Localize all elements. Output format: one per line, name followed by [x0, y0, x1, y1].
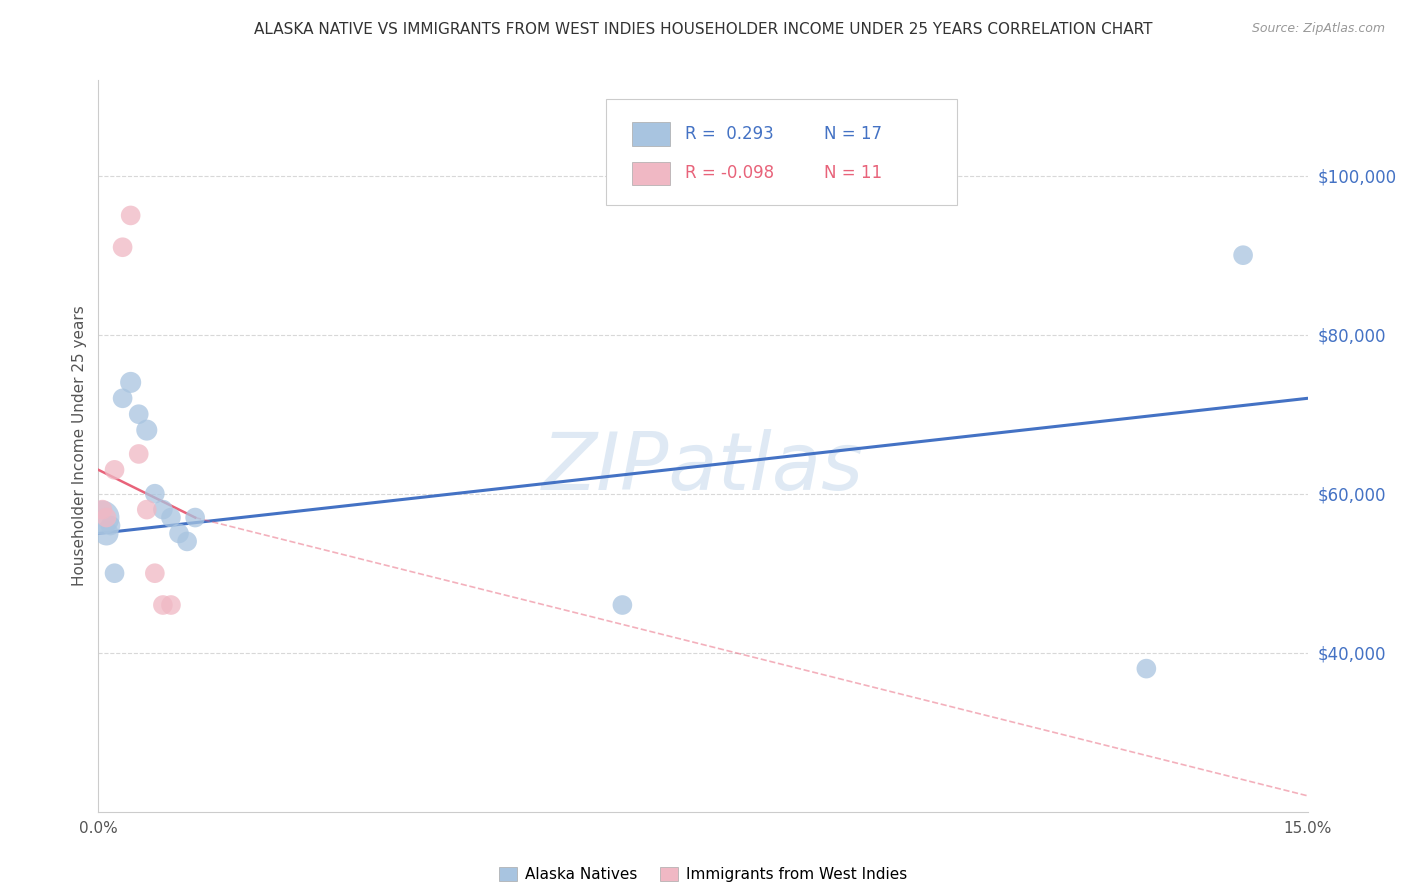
- Text: N = 11: N = 11: [824, 164, 882, 182]
- Point: [135, 502, 157, 516]
- Point: [176, 534, 198, 549]
- Legend: Alaska Natives, Immigrants from West Indies: Alaska Natives, Immigrants from West Ind…: [492, 861, 914, 888]
- Point: [111, 392, 134, 406]
- Point: [128, 447, 150, 461]
- Point: [96, 526, 118, 541]
- Point: [1135, 662, 1157, 676]
- FancyBboxPatch shape: [631, 161, 671, 185]
- Y-axis label: Householder Income Under 25 years: Householder Income Under 25 years: [72, 306, 87, 586]
- Text: ALASKA NATIVE VS IMMIGRANTS FROM WEST INDIES HOUSEHOLDER INCOME UNDER 25 YEARS C: ALASKA NATIVE VS IMMIGRANTS FROM WEST IN…: [253, 22, 1153, 37]
- Point: [120, 376, 142, 390]
- Point: [143, 566, 166, 581]
- Point: [612, 598, 634, 612]
- Text: R = -0.098: R = -0.098: [685, 164, 773, 182]
- Text: N = 17: N = 17: [824, 125, 882, 143]
- Point: [103, 566, 125, 581]
- Point: [184, 510, 207, 524]
- Text: R =  0.293: R = 0.293: [685, 125, 773, 143]
- Point: [160, 510, 183, 524]
- FancyBboxPatch shape: [631, 122, 671, 145]
- Point: [91, 510, 114, 524]
- Point: [1232, 248, 1254, 262]
- FancyBboxPatch shape: [606, 99, 957, 204]
- Point: [103, 463, 125, 477]
- Point: [152, 502, 174, 516]
- Point: [152, 598, 174, 612]
- Point: [160, 598, 183, 612]
- Point: [128, 407, 150, 421]
- Point: [91, 502, 114, 516]
- Point: [167, 526, 190, 541]
- Point: [135, 423, 157, 437]
- Point: [100, 518, 122, 533]
- Point: [120, 209, 142, 223]
- Point: [96, 510, 118, 524]
- Point: [143, 486, 166, 500]
- Text: Source: ZipAtlas.com: Source: ZipAtlas.com: [1251, 22, 1385, 36]
- Text: ZIPatlas: ZIPatlas: [541, 429, 865, 507]
- Point: [111, 240, 134, 254]
